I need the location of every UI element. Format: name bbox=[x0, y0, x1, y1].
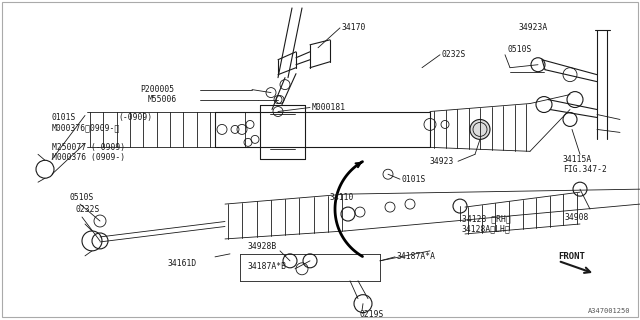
Text: M55006: M55006 bbox=[148, 95, 177, 104]
Text: (-0909): (-0909) bbox=[118, 113, 152, 122]
Text: M000376 (0909-): M000376 (0909-) bbox=[52, 153, 125, 162]
Text: 34110: 34110 bbox=[330, 193, 355, 202]
Text: 34128 〈RH〉: 34128 〈RH〉 bbox=[462, 214, 511, 224]
Text: 34187A*A: 34187A*A bbox=[397, 252, 436, 261]
Text: 0101S: 0101S bbox=[402, 175, 426, 184]
Text: FIG.347-2: FIG.347-2 bbox=[563, 165, 607, 174]
Text: 34187A*B: 34187A*B bbox=[248, 262, 287, 271]
Text: A347001250: A347001250 bbox=[588, 308, 630, 314]
Text: 0510S: 0510S bbox=[70, 193, 94, 202]
Text: 34161D: 34161D bbox=[168, 259, 197, 268]
Text: M250077 (-0909): M250077 (-0909) bbox=[52, 143, 125, 152]
Text: 34128A〈LH〉: 34128A〈LH〉 bbox=[462, 224, 511, 234]
Text: 34928B: 34928B bbox=[248, 242, 277, 252]
Text: 34908: 34908 bbox=[565, 212, 589, 221]
Text: 34170: 34170 bbox=[342, 23, 366, 32]
Text: 0219S: 0219S bbox=[360, 310, 385, 319]
Text: M000181: M000181 bbox=[312, 103, 346, 112]
Text: 34115A: 34115A bbox=[563, 155, 592, 164]
Text: 34923A: 34923A bbox=[519, 23, 548, 32]
Text: 0510S: 0510S bbox=[507, 45, 531, 54]
Text: 0232S: 0232S bbox=[442, 50, 467, 59]
Text: 0232S: 0232S bbox=[75, 204, 99, 213]
Text: P200005: P200005 bbox=[140, 85, 174, 94]
Text: FRONT: FRONT bbox=[558, 252, 585, 261]
Text: M000376〈0909-〉: M000376〈0909-〉 bbox=[52, 123, 120, 132]
Circle shape bbox=[470, 119, 490, 140]
Text: 0101S: 0101S bbox=[52, 113, 76, 122]
Text: 34923: 34923 bbox=[430, 157, 454, 166]
